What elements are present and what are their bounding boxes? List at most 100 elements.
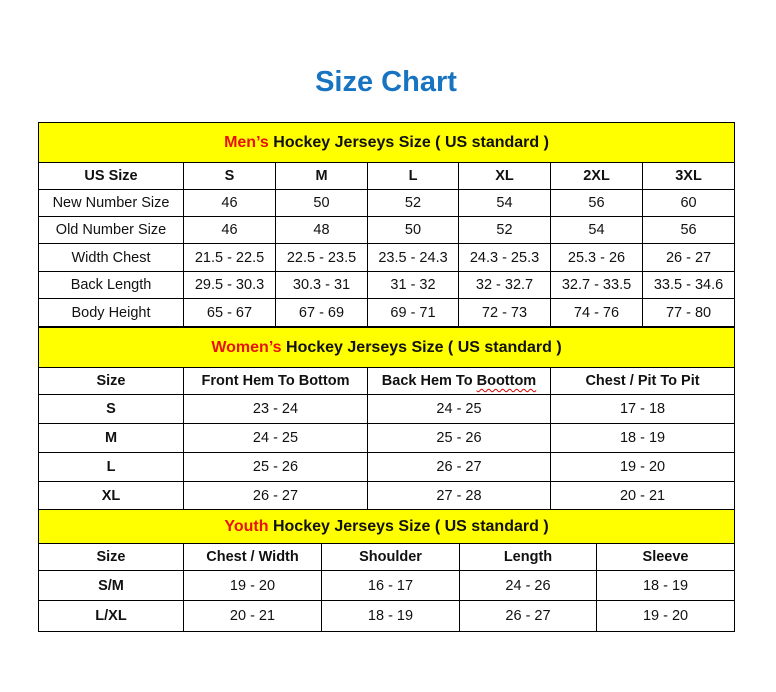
- table-cell: 20 - 21: [549, 481, 736, 511]
- table-row: Body Height 65 - 67 67 - 69 69 - 71 72 - 73 7…: [38, 298, 736, 327]
- table-cell: 65 - 67: [183, 298, 276, 327]
- table-row: L/XL 20 - 21 18 - 19 26 - 27 19 - 20: [38, 600, 736, 632]
- section-heading: Youth Hockey Jerseys Size ( US standard …: [37, 509, 736, 544]
- section-heading-row: Women’s Hockey Jerseys Size ( US standar…: [37, 327, 736, 368]
- heading-text: Hockey Jerseys Size ( US standard ): [268, 517, 549, 535]
- heading-text: Hockey Jerseys Size ( US standard ): [281, 338, 562, 356]
- table-cell: 29.5 - 30.3: [183, 271, 276, 299]
- row-label: XL: [38, 481, 184, 511]
- table-cell: 54: [458, 189, 551, 217]
- table-cell: 26 - 27: [459, 600, 597, 632]
- table-cell: 24 - 25: [183, 423, 368, 453]
- table-cell: 25 - 26: [367, 423, 551, 453]
- column-header: Length: [459, 543, 597, 571]
- table-cell: 30.3 - 31: [275, 271, 368, 299]
- table-row: Back Length 29.5 - 30.3 30.3 - 31 31 - 32 32…: [38, 271, 736, 299]
- column-header: Size: [38, 367, 184, 395]
- heading-highlight: Youth: [224, 517, 269, 535]
- table-cell: 24.3 - 25.3: [458, 243, 551, 272]
- youth-size-table: Youth Hockey Jerseys Size ( US standard …: [37, 509, 736, 632]
- table-cell: 19 - 20: [549, 452, 736, 482]
- table-cell: 26 - 27: [641, 243, 736, 272]
- table-cell: 17 - 18: [549, 394, 736, 424]
- column-header: Shoulder: [321, 543, 460, 571]
- table-row: M 24 - 25 25 - 26 18 - 19: [38, 423, 736, 453]
- row-label: Old Number Size: [38, 216, 184, 244]
- table-row: XL 26 - 27 27 - 28 20 - 21: [38, 481, 736, 511]
- table-cell: 56: [550, 189, 643, 217]
- table-cell: 22.5 - 23.5: [275, 243, 368, 272]
- table-cell: 18 - 19: [321, 600, 460, 632]
- table-cell: 25.3 - 26: [550, 243, 643, 272]
- section-heading: Men’s Hockey Jerseys Size ( US standard …: [37, 122, 736, 163]
- table-cell: 23.5 - 24.3: [367, 243, 459, 272]
- table-row: Old Number Size 46 48 50 52 54 56: [38, 216, 736, 244]
- table-cell: 21.5 - 22.5: [183, 243, 276, 272]
- womens-size-table: Women’s Hockey Jerseys Size ( US standar…: [37, 327, 736, 511]
- table-row: L 25 - 26 26 - 27 19 - 20: [38, 452, 736, 482]
- table-cell: 18 - 19: [595, 570, 736, 601]
- row-label: L: [38, 452, 184, 482]
- table-cell: 19 - 20: [595, 600, 736, 632]
- column-header: S: [183, 162, 276, 190]
- table-cell: 50: [367, 216, 459, 244]
- mens-size-table: Men’s Hockey Jerseys Size ( US standard …: [37, 122, 736, 327]
- table-row: Width Chest 21.5 - 22.5 22.5 - 23.5 23.5 - …: [38, 243, 736, 272]
- column-header-row: Size Chest / Width Shoulder Length Sleeve: [38, 543, 736, 571]
- table-cell: 54: [550, 216, 643, 244]
- table-cell: 52: [367, 189, 459, 217]
- table-cell: 77 - 80: [641, 298, 736, 327]
- table-cell: 74 - 76: [550, 298, 643, 327]
- table-cell: 69 - 71: [367, 298, 459, 327]
- column-header: Sleeve: [595, 543, 736, 571]
- table-cell: 56: [641, 216, 736, 244]
- row-label: S: [38, 394, 184, 424]
- table-cell: 33.5 - 34.6: [641, 271, 736, 299]
- table-cell: 25 - 26: [183, 452, 368, 482]
- table-row: New Number Size 46 50 52 54 56 60: [38, 189, 736, 217]
- column-header: L: [367, 162, 459, 190]
- row-label: L/XL: [38, 600, 184, 632]
- column-header-text: Back Hem To Boottom: [381, 373, 537, 389]
- column-header: 2XL: [550, 162, 643, 190]
- row-label: Back Length: [38, 271, 184, 299]
- table-cell: 60: [641, 189, 736, 217]
- column-header: US Size: [38, 162, 184, 190]
- table-row: S/M 19 - 20 16 - 17 24 - 26 18 - 19: [38, 570, 736, 601]
- table-cell: 48: [275, 216, 368, 244]
- row-label: S/M: [38, 570, 184, 601]
- column-header: Size: [38, 543, 184, 571]
- section-heading-row: Men’s Hockey Jerseys Size ( US standard …: [37, 122, 736, 163]
- row-label: New Number Size: [38, 189, 184, 217]
- column-header-row: Size Front Hem To Bottom Back Hem To Boott…: [38, 367, 736, 395]
- table-cell: 19 - 20: [183, 570, 322, 601]
- table-cell: 32 - 32.7: [458, 271, 551, 299]
- table-cell: 24 - 25: [367, 394, 551, 424]
- column-header: Chest / Width: [183, 543, 322, 571]
- table-cell: 20 - 21: [183, 600, 322, 632]
- column-header: 3XL: [641, 162, 736, 190]
- table-cell: 23 - 24: [183, 394, 368, 424]
- table-cell: 72 - 73: [458, 298, 551, 327]
- table-cell: 46: [183, 216, 276, 244]
- table-cell: 24 - 26: [459, 570, 597, 601]
- table-cell: 27 - 28: [367, 481, 551, 511]
- row-label: M: [38, 423, 184, 453]
- table-cell: 50: [275, 189, 368, 217]
- table-cell: 52: [458, 216, 551, 244]
- column-header: Front Hem To Bottom: [183, 367, 368, 395]
- column-header: M: [275, 162, 368, 190]
- page-title: Size Chart: [315, 66, 457, 98]
- column-header: Chest / Pit To Pit: [549, 367, 736, 395]
- table-cell: 16 - 17: [321, 570, 460, 601]
- heading-text: Hockey Jerseys Size ( US standard ): [268, 133, 549, 151]
- table-cell: 26 - 27: [367, 452, 551, 482]
- row-label: Body Height: [38, 298, 184, 327]
- table-cell: 46: [183, 189, 276, 217]
- table-cell: 26 - 27: [183, 481, 368, 511]
- table-cell: 18 - 19: [549, 423, 736, 453]
- table-cell: 31 - 32: [367, 271, 459, 299]
- column-header: Back Hem To Boottom: [367, 367, 551, 395]
- table-row: S 23 - 24 24 - 25 17 - 18: [38, 394, 736, 424]
- row-label: Width Chest: [38, 243, 184, 272]
